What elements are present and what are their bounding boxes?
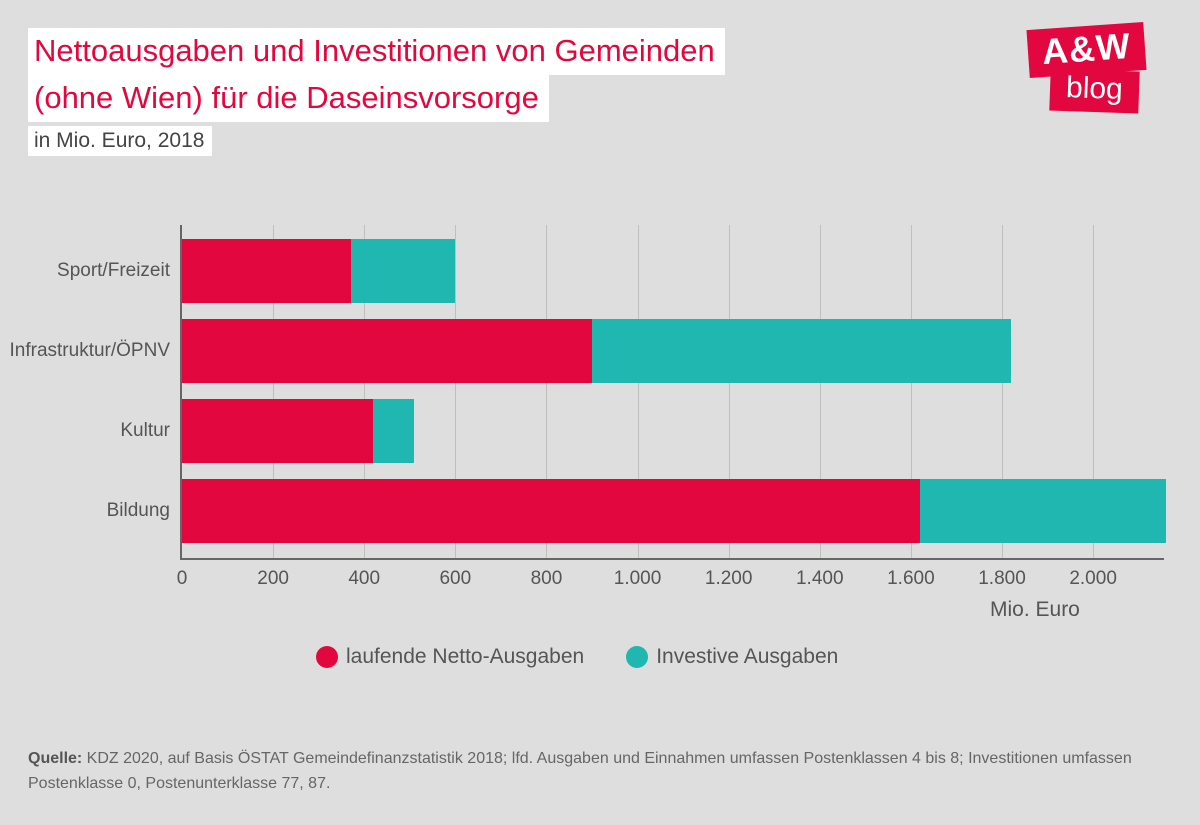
x-tick-label: 400: [348, 568, 380, 590]
bar-chart: 02004006008001.0001.2001.4001.6001.8002.…: [180, 225, 1164, 560]
legend: laufende Netto-Ausgaben Investive Ausgabe…: [316, 645, 838, 669]
bar-segment: [351, 239, 456, 303]
bar-segment: [182, 319, 592, 383]
x-tick-label: 1.800: [978, 568, 1026, 590]
x-tick-label: 600: [439, 568, 471, 590]
category-label: Infrastruktur/ÖPNV: [10, 340, 171, 362]
x-tick-label: 1.400: [796, 568, 844, 590]
source-label: Quelle:: [28, 750, 82, 767]
logo-bottom-text: blog: [1049, 68, 1139, 113]
bar-segment: [592, 319, 1011, 383]
brand-logo: A&W blog: [1022, 26, 1162, 116]
bar-segment: [182, 399, 373, 463]
title-line-2: (ohne Wien) für die Daseinsvorsorge: [28, 75, 549, 122]
x-tick-label: 1.000: [614, 568, 662, 590]
x-tick-label: 2.000: [1069, 568, 1117, 590]
x-axis-title: Mio. Euro: [990, 598, 1080, 622]
category-label: Bildung: [107, 500, 170, 522]
plot-area: 02004006008001.0001.2001.4001.6001.8002.…: [180, 225, 1164, 560]
bar-segment: [182, 239, 351, 303]
legend-label: Investive Ausgaben: [656, 645, 838, 669]
bar-segment: [920, 479, 1166, 543]
x-tick-label: 0: [177, 568, 188, 590]
x-tick-label: 800: [531, 568, 563, 590]
source-text: KDZ 2020, auf Basis ÖSTAT Gemeindefinanz…: [28, 750, 1132, 793]
bar-segment: [182, 479, 920, 543]
x-tick-label: 200: [257, 568, 289, 590]
chart-header: Nettoausgaben und Investitionen von Geme…: [28, 28, 725, 156]
category-label: Sport/Freizeit: [57, 260, 170, 282]
legend-marker: [316, 646, 338, 668]
x-tick-label: 1.600: [887, 568, 935, 590]
category-label: Kultur: [120, 420, 170, 442]
x-tick-label: 1.200: [705, 568, 753, 590]
legend-label: laufende Netto-Ausgaben: [346, 645, 584, 669]
subtitle: in Mio. Euro, 2018: [28, 126, 212, 156]
bar-segment: [373, 399, 414, 463]
legend-marker: [626, 646, 648, 668]
source-note: Quelle: KDZ 2020, auf Basis ÖSTAT Gemein…: [28, 746, 1172, 797]
title-line-1: Nettoausgaben und Investitionen von Geme…: [28, 28, 725, 75]
